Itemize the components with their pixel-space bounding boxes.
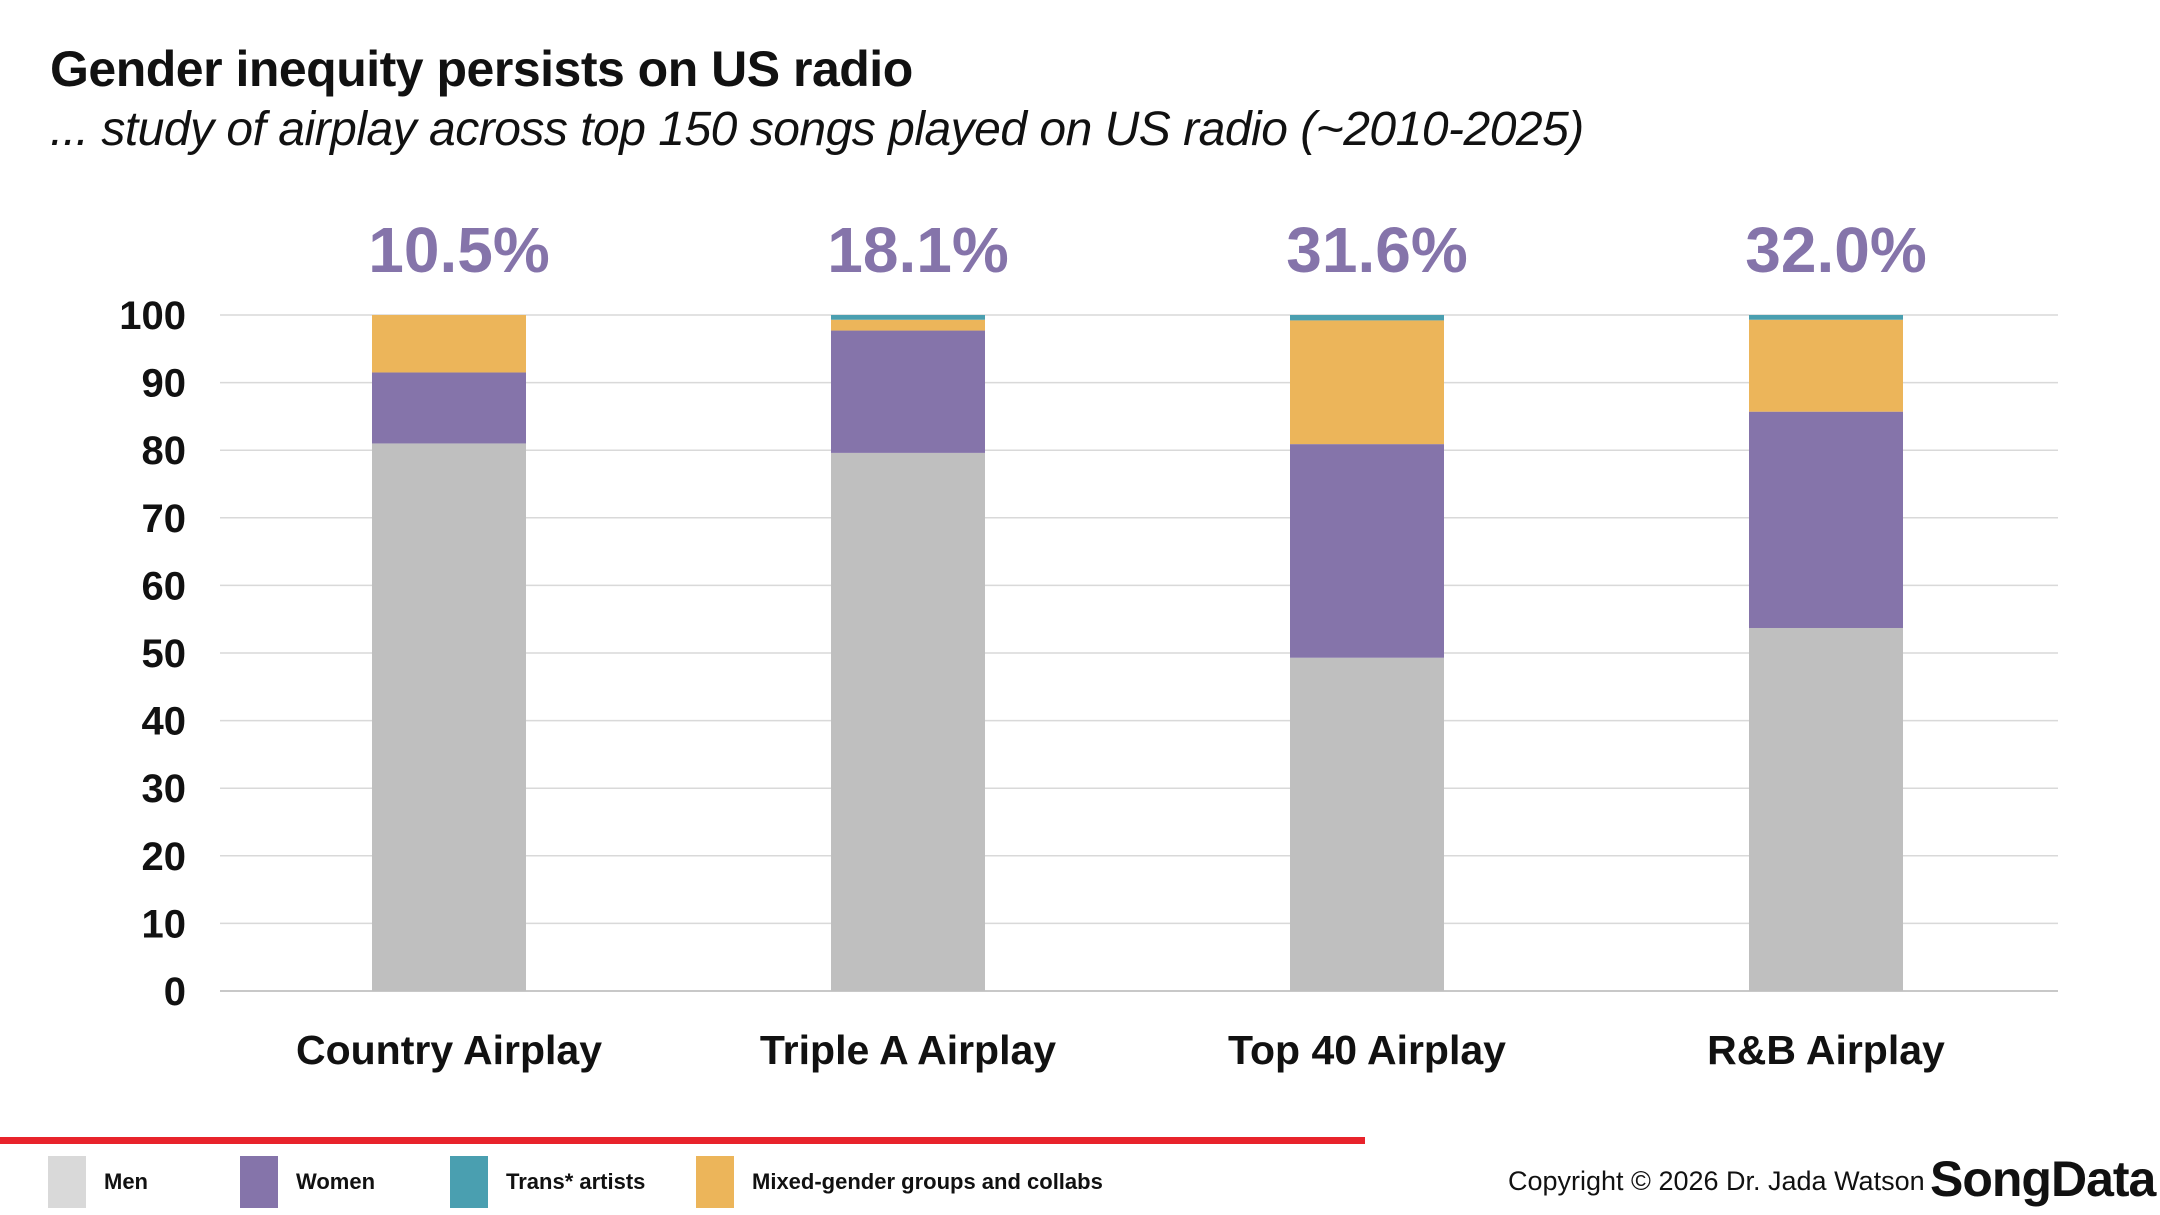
y-tick-label-70: 70 [142, 497, 187, 541]
bar-segment-women-0 [372, 372, 526, 444]
y-tick-label-90: 90 [142, 362, 187, 406]
legend-item-mixed: Mixed-gender groups and collabs [696, 1155, 1103, 1209]
y-tick-label-10: 10 [142, 902, 187, 946]
chart-title: Gender inequity persists on US radio [50, 41, 913, 97]
bar-segment-women-3 [1749, 411, 1903, 628]
bar-segment-men-3 [1749, 627, 1903, 991]
legend-label-women: Women [296, 1169, 376, 1194]
copyright-notice: Copyright © 2026 Dr. Jada Watson [1508, 1166, 1925, 1196]
x-category-label-1: Triple A Airplay [760, 1027, 1056, 1073]
legend-item-trans: Trans* artists [450, 1155, 645, 1209]
bar-segment-mixed-gender-groups-and-collabs-3 [1749, 319, 1903, 412]
y-tick-label-40: 40 [142, 700, 187, 744]
legend-swatch-women [240, 1156, 278, 1208]
bar-top-label-2: 31.6% [1286, 214, 1467, 286]
bar-segment-men-0 [372, 443, 526, 991]
legend-swatch-mixed [696, 1156, 734, 1208]
bar-segment-mixed-gender-groups-and-collabs-0 [372, 315, 526, 373]
bar-top-label-0: 10.5% [368, 214, 549, 286]
x-category-label-0: Country Airplay [296, 1027, 602, 1073]
x-category-label-2: Top 40 Airplay [1228, 1027, 1506, 1073]
bar-top-label-1: 18.1% [827, 214, 1008, 286]
x-category-label-3: R&B Airplay [1707, 1027, 1945, 1073]
footer-divider [0, 1137, 1365, 1144]
y-tick-label-30: 30 [142, 767, 187, 811]
legend-label-trans: Trans* artists [506, 1169, 646, 1194]
logo-text: SongData [1930, 1151, 2156, 1207]
chart-subtitle: ... study of airplay across top 150 song… [50, 103, 1584, 156]
y-tick-label-50: 50 [142, 632, 187, 676]
legend-swatch-trans [450, 1156, 488, 1208]
y-tick-label-60: 60 [142, 564, 187, 608]
y-tick-label-0: 0 [164, 970, 186, 1014]
bar-segment-men-1 [831, 452, 985, 991]
bar-segment-trans-artists-1 [831, 315, 985, 320]
bar-segment-trans-artists-3 [1749, 315, 1903, 320]
y-tick-label-20: 20 [142, 835, 187, 879]
stacked-bar-chart: 0 10 20 30 40 50 60 70 80 90 100 10.5% Country Airpl… [119, 214, 2058, 1073]
y-tick-label-80: 80 [142, 429, 187, 473]
legend-item-women: Women [240, 1155, 375, 1209]
bar-top-label-3: 32.0% [1745, 214, 1926, 286]
legend-swatch-men [48, 1156, 86, 1208]
y-tick-label-100: 100 [119, 294, 186, 338]
bar-segment-women-1 [831, 330, 985, 453]
bar-segment-mixed-gender-groups-and-collabs-2 [1290, 320, 1444, 445]
bar-segment-women-2 [1290, 444, 1444, 658]
songdata-logo: SongData [1930, 1150, 2156, 1208]
bar-segment-men-2 [1290, 657, 1444, 991]
bar-segment-trans-artists-2 [1290, 315, 1444, 321]
legend-label-mixed: Mixed-gender groups and collabs [752, 1169, 1103, 1194]
legend-label-men: Men [104, 1169, 148, 1194]
legend-item-men: Men [48, 1155, 148, 1209]
bar-segment-mixed-gender-groups-and-collabs-1 [831, 319, 985, 331]
